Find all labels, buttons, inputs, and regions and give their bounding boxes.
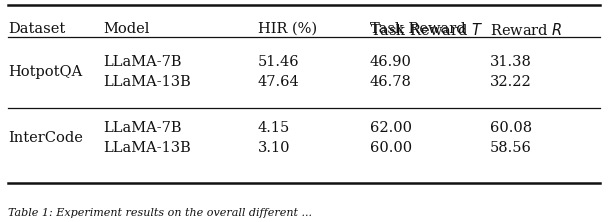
Text: 3.10: 3.10 [258, 141, 291, 155]
Text: Model: Model [103, 22, 150, 36]
Text: LLaMA-13B: LLaMA-13B [103, 141, 191, 155]
Text: 60.08: 60.08 [490, 121, 532, 135]
Text: 62.00: 62.00 [370, 121, 412, 135]
Text: 32.22: 32.22 [490, 75, 532, 89]
Text: 58.56: 58.56 [490, 141, 532, 155]
Text: 60.00: 60.00 [370, 141, 412, 155]
Text: 46.78: 46.78 [370, 75, 412, 89]
Text: 4.15: 4.15 [258, 121, 290, 135]
Text: LLaMA-13B: LLaMA-13B [103, 75, 191, 89]
Text: HIR (%): HIR (%) [258, 22, 317, 36]
Text: Task Reward $T$: Task Reward $T$ [370, 22, 483, 38]
Text: Dataset: Dataset [8, 22, 65, 36]
Text: LLaMA-7B: LLaMA-7B [103, 121, 182, 135]
Text: Task Reward: Task Reward [370, 22, 470, 36]
Text: Reward $R$: Reward $R$ [490, 22, 562, 38]
Text: HotpotQA: HotpotQA [8, 65, 82, 79]
Text: InterCode: InterCode [8, 131, 83, 145]
Text: 31.38: 31.38 [490, 55, 532, 69]
Text: 47.64: 47.64 [258, 75, 300, 89]
Text: 46.90: 46.90 [370, 55, 412, 69]
Text: LLaMA-7B: LLaMA-7B [103, 55, 182, 69]
Text: 51.46: 51.46 [258, 55, 300, 69]
Text: Table 1: Experiment results on the overall different ...: Table 1: Experiment results on the overa… [8, 208, 312, 218]
